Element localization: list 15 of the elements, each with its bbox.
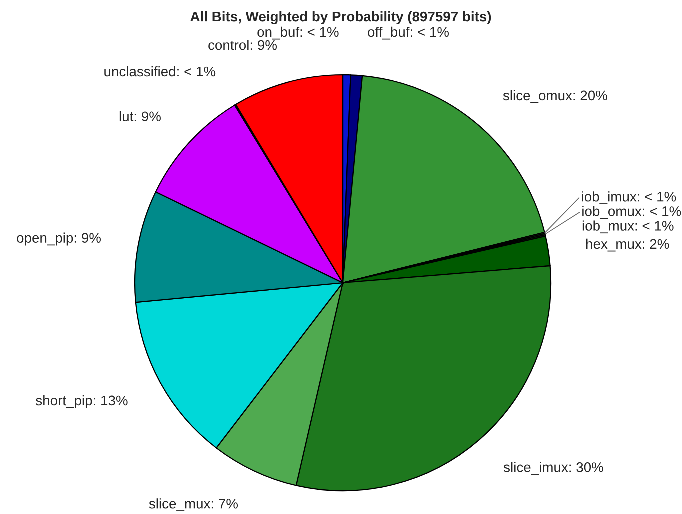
slice-label: slice_mux: 7% <box>149 498 238 512</box>
slice-label: iob_omux: < 1% <box>582 206 682 219</box>
slice-label: iob_imux: < 1% <box>582 192 676 204</box>
slice-label: slice_omux: 20% <box>503 90 608 104</box>
slice-label: hex_mux: 2% <box>586 238 670 252</box>
slice-label: lut: 9% <box>120 111 161 122</box>
slice-label: unclassified: < 1% <box>104 66 216 77</box>
chart-title: All Bits, Weighted by Probability (897597 bits) <box>190 11 492 24</box>
slice-label: control: 9% <box>208 40 277 50</box>
slice-label: short_pip: 13% <box>36 395 128 408</box>
slice-label: on_buf: < 1% <box>258 26 339 40</box>
slice-label: off_buf: < 1% <box>368 26 449 40</box>
slice-label: iob_mux: < 1% <box>582 220 674 234</box>
slice-label: slice_imux: 30% <box>504 462 604 475</box>
slice-label: open_pip: 9% <box>17 232 101 246</box>
